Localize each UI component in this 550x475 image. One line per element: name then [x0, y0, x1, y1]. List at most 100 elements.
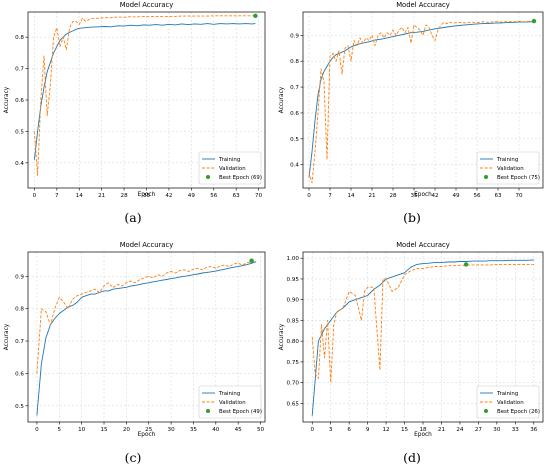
y-tick-label: 0.6: [15, 371, 24, 377]
x-tick-label: 15: [100, 427, 108, 433]
chart-panel-1: 0 7 14 21 28 35 42 49 56 63 70 0.4 0.5 0.6 0.7 0.8 Model…: [4, 1, 266, 225]
panel-caption: (d): [403, 450, 421, 465]
x-tick-label: 30: [493, 427, 501, 433]
x-tick-label: 36: [530, 427, 538, 433]
x-tick-label: 24: [456, 427, 464, 433]
x-tick-label: 70: [515, 193, 523, 199]
x-tick-label: 21: [438, 427, 446, 433]
y-tick-label: 0.65: [287, 401, 300, 407]
x-tick-label: 12: [383, 427, 390, 433]
chart-title: Model Accuracy: [396, 1, 450, 9]
x-tick-label: 9: [366, 427, 370, 433]
chart-title: Model Accuracy: [396, 241, 450, 249]
panel-caption: (c): [125, 450, 142, 465]
series-line-training: [308, 21, 534, 178]
y-tick-label: 0.7: [290, 85, 299, 91]
y-tick-label: 0.4: [15, 161, 24, 167]
y-tick-label: 0.70: [287, 381, 300, 387]
legend-entry: Best Epoch (49): [219, 409, 262, 415]
plot-frame: [302, 11, 544, 189]
x-tick-label: 42: [431, 193, 438, 199]
x-tick-label: 49: [188, 193, 196, 199]
series-line-training: [311, 259, 534, 416]
x-tick-label: 20: [123, 427, 131, 433]
legend-box: [198, 385, 262, 419]
best-epoch-marker: [253, 13, 258, 18]
series-line-validation: [33, 15, 256, 176]
x-tick-label: 25: [145, 427, 153, 433]
panel-caption: (b): [403, 210, 421, 225]
y-tick-label: 0.5: [290, 137, 299, 143]
legend-entry: Training: [218, 157, 240, 163]
x-tick-label: 0: [35, 427, 39, 433]
x-tick-label: 42: [165, 193, 172, 199]
x-tick-label: 70: [255, 193, 263, 199]
best-epoch-marker: [249, 258, 254, 263]
x-tick-label: 35: [190, 427, 198, 433]
legend-entry: Best Epoch (75): [497, 175, 540, 181]
y-tick-label: 0.6: [290, 111, 299, 117]
x-tick-label: 14: [76, 193, 84, 199]
x-tick-label: 0: [33, 193, 37, 199]
plot-frame: [27, 251, 266, 423]
y-tick-label: 0.8: [15, 35, 24, 41]
y-tick-label: 0.95: [287, 277, 300, 283]
legend-marker-best: [484, 175, 488, 179]
x-tick-label: 15: [401, 427, 409, 433]
legend-entry: Training: [218, 391, 240, 397]
panel-caption: (a): [124, 210, 141, 225]
series-line-training: [33, 23, 256, 160]
x-axis-label: Epoch: [138, 432, 156, 438]
legend-box: [476, 385, 540, 419]
legend-entry: Best Epoch (69): [219, 175, 262, 181]
y-tick-label: 0.75: [287, 360, 300, 366]
chart-title: Model Accuracy: [120, 1, 174, 9]
x-tick-label: 50: [257, 427, 265, 433]
x-tick-label: 28: [389, 193, 397, 199]
y-tick-label: 1.00: [287, 256, 300, 262]
legend: Training Validation Best Epoch (26): [476, 385, 540, 419]
x-axis-label: Epoch: [414, 192, 432, 198]
chart-panel-4: 0 3 6 9 12 15 18 21 24 27 30 33 360.650.700.750.800.…: [279, 241, 544, 465]
x-tick-label: 5: [58, 427, 62, 433]
x-tick-label: 0: [307, 193, 311, 199]
legend: Training Validation Best Epoch (49): [198, 385, 262, 419]
y-tick-label: 0.9: [15, 274, 24, 280]
y-tick-label: 0.4: [290, 163, 299, 169]
y-tick-label: 0.85: [287, 318, 300, 324]
series-line-validation: [36, 260, 257, 374]
legend: Training Validation Best Epoch (69): [198, 151, 262, 185]
x-tick-label: 27: [475, 427, 483, 433]
y-axis-label: Accuracy: [279, 86, 285, 113]
x-tick-label: 40: [212, 427, 220, 433]
legend-entry: Validation: [219, 400, 246, 406]
x-tick-label: 49: [452, 193, 460, 199]
x-axis-label: Epoch: [138, 192, 156, 198]
best-epoch-marker: [463, 262, 469, 267]
x-tick-label: 6: [347, 427, 351, 433]
x-tick-label: 33: [512, 427, 520, 433]
x-tick-label: 21: [98, 193, 106, 199]
x-tick-label: 10: [78, 427, 86, 433]
y-tick-label: 0.5: [15, 129, 24, 135]
y-tick-label: 0.5: [15, 404, 24, 410]
x-tick-label: 14: [347, 193, 355, 199]
legend-marker-best: [484, 409, 488, 413]
chart-panel-2: 0 7 14 21 28 35 42 49 56 63 70 0.4 0.5 0.6 0.7 0.8 0.9 Mo…: [279, 1, 544, 225]
best-epoch-marker: [531, 18, 537, 24]
x-tick-label: 56: [210, 193, 218, 199]
legend-box: [476, 151, 540, 185]
x-tick-label: 35: [143, 193, 151, 199]
y-tick-label: 0.90: [287, 298, 300, 304]
x-tick-label: 56: [473, 193, 481, 199]
legend-marker-best: [206, 175, 210, 179]
y-tick-label: 0.9: [290, 33, 299, 39]
legend-entry: Validation: [497, 400, 524, 406]
x-tick-label: 45: [235, 427, 243, 433]
series-line-validation: [308, 20, 534, 184]
chart-title: Model Accuracy: [120, 241, 174, 249]
y-tick-label: 0.7: [15, 67, 24, 73]
chart-panel-3: 0 5 10 15 20 25 30 35 40 45 50 0.5 0.6 0.7 0.8 0.9 Model…: [4, 241, 266, 465]
y-axis-label: Accuracy: [4, 323, 10, 350]
